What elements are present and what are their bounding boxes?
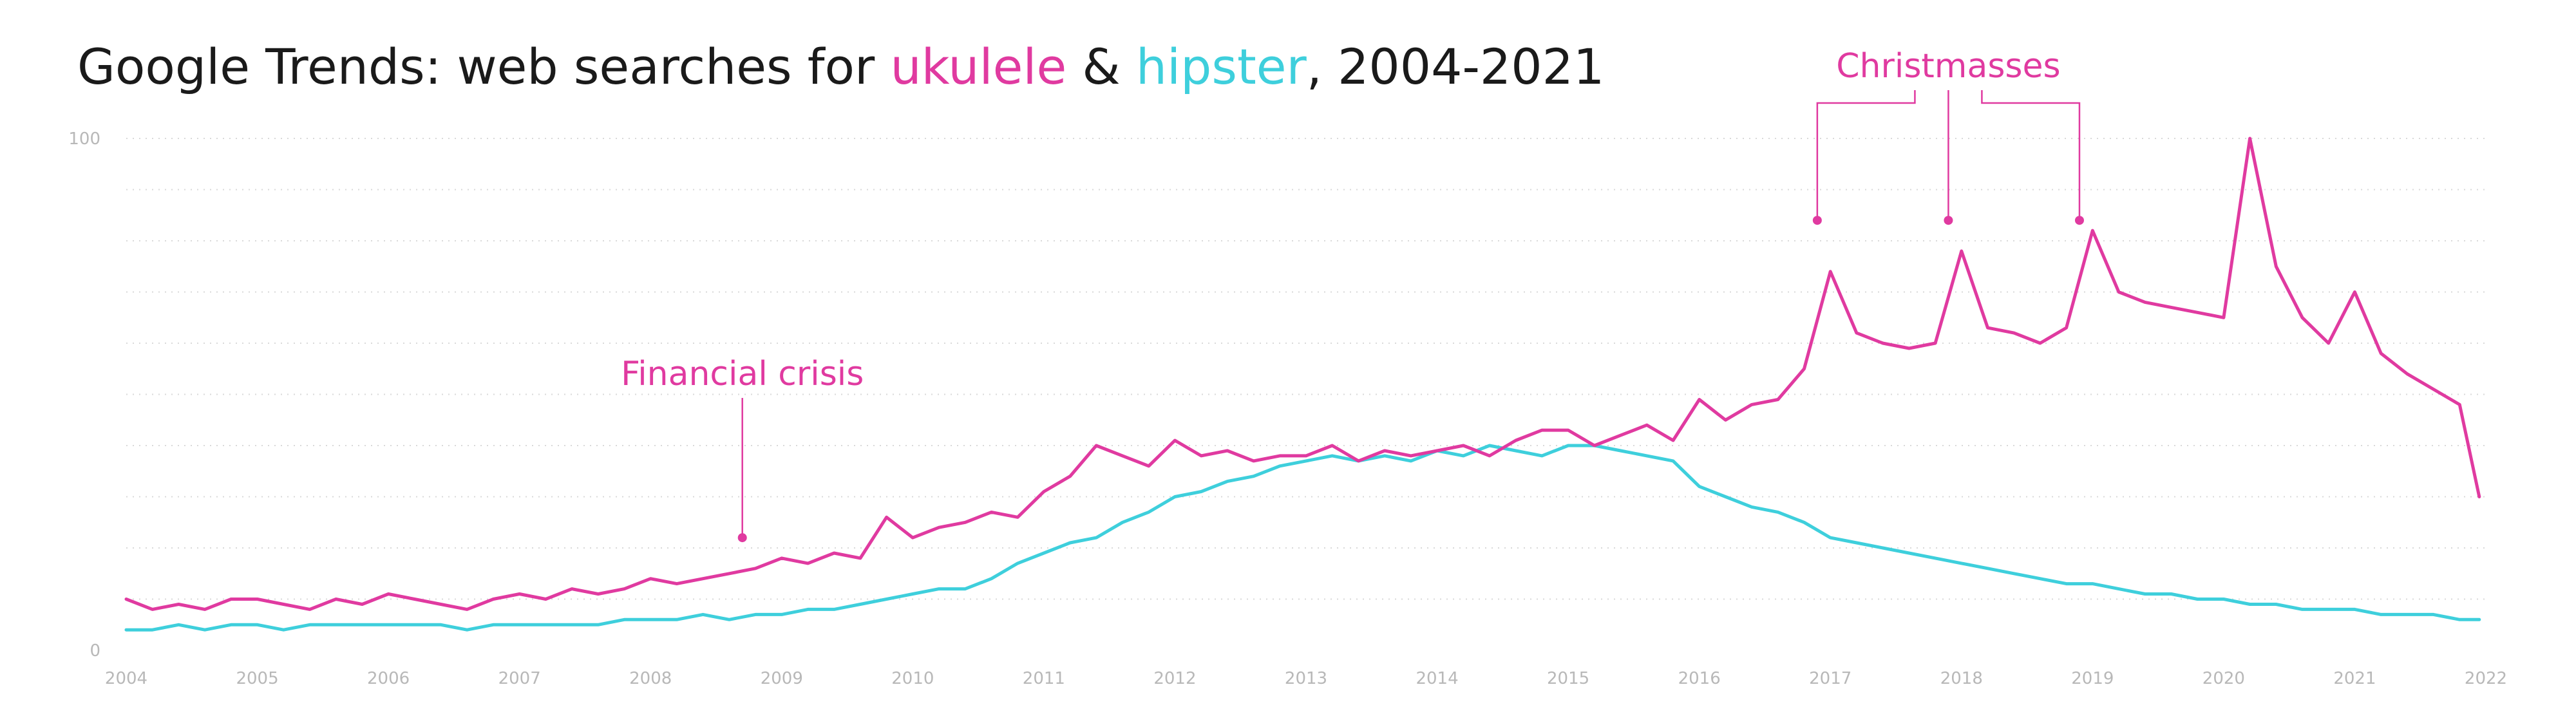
annotations: Financial crisis Christmasses xyxy=(621,47,2084,543)
x-tick-label: 2022 xyxy=(2465,669,2507,688)
y-tick-label: 0 xyxy=(90,641,100,661)
annotation-christmasses-marker xyxy=(1812,216,1822,225)
annotation-financial-crisis-marker xyxy=(737,533,747,543)
x-tick-label: 2005 xyxy=(236,669,278,688)
x-tick-label: 2008 xyxy=(629,669,672,688)
annotation-christmasses-marker xyxy=(1944,216,1953,225)
x-tick-label: 2013 xyxy=(1285,669,1327,688)
x-axis-ticks: 2004 2005 2006 2007 2008 2009 2010 2011 2012 2013… xyxy=(105,669,2507,688)
annotation-christmasses-leader-right xyxy=(1981,90,2081,221)
title-joiner: & xyxy=(1066,38,1136,95)
annotation-christmasses-label: Christmasses xyxy=(1836,47,2060,86)
title-term-ukulele: ukulele xyxy=(890,38,1066,95)
x-tick-label: 2020 xyxy=(2202,669,2245,688)
annotation-christmasses-leader-left xyxy=(1816,90,1916,221)
x-tick-label: 2019 xyxy=(2071,669,2114,688)
title-prefix: Google Trends: web searches for xyxy=(77,38,890,95)
x-tick-label: 2011 xyxy=(1023,669,1065,688)
gridlines xyxy=(126,138,2486,600)
x-tick-label: 2016 xyxy=(1678,669,1721,688)
x-tick-label: 2014 xyxy=(1416,669,1458,688)
annotation-financial-crisis-label: Financial crisis xyxy=(621,355,864,393)
chart-title: Google Trends: web searches for ukulele … xyxy=(77,38,1604,95)
x-tick-label: 2009 xyxy=(761,669,803,688)
x-tick-label: 2021 xyxy=(2333,669,2376,688)
series-line-hipster xyxy=(124,444,2481,632)
title-suffix: , 2004-2021 xyxy=(1307,38,1605,95)
x-tick-label: 2012 xyxy=(1153,669,1196,688)
x-tick-label: 2006 xyxy=(367,669,410,688)
y-tick-label: 100 xyxy=(68,129,100,149)
x-tick-label: 2015 xyxy=(1547,669,1589,688)
series-line-ukulele xyxy=(124,137,2481,611)
x-tick-label: 2017 xyxy=(1809,669,1852,688)
title-term-hipster: hipster xyxy=(1136,38,1307,95)
x-tick-label: 2010 xyxy=(891,669,934,688)
x-tick-label: 2018 xyxy=(1940,669,1983,688)
annotation-christmasses-marker xyxy=(2074,216,2084,225)
x-tick-label: 2004 xyxy=(105,669,147,688)
x-tick-label: 2007 xyxy=(498,669,541,688)
series-lines xyxy=(124,137,2481,632)
y-axis-ticks: 0 100 xyxy=(68,129,100,661)
